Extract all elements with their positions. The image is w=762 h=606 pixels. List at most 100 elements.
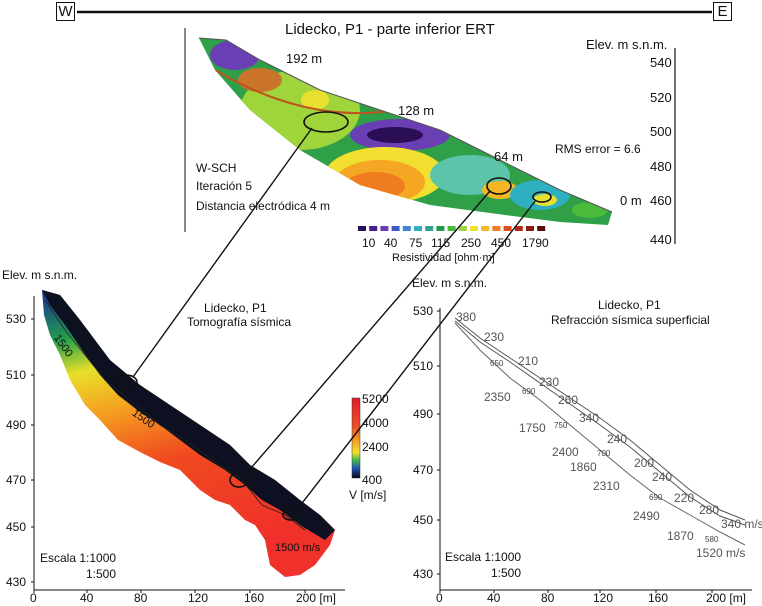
seismic-title-line2: Tomografía sísmica — [187, 315, 292, 329]
refraction-surface — [454, 317, 746, 521]
seismic-scale-line2: 1:500 — [86, 567, 117, 581]
refraction-layer3-velocity: 1860 — [570, 460, 597, 474]
resistivity-swatch — [492, 226, 501, 231]
seismic-elev-label: Elev. m s.n.m. — [2, 268, 78, 282]
refraction-layer3-velocity: 1520 m/s — [696, 546, 746, 560]
refraction-layer1-velocity: 200 — [634, 456, 655, 470]
refraction-layer2-velocity: 650 — [490, 359, 504, 368]
seismic-y-tick: 490 — [6, 418, 27, 432]
resistivity-swatch — [458, 226, 467, 231]
refraction-layer1-velocity: 260 — [558, 393, 579, 407]
resistivity-tick: 250 — [461, 236, 482, 250]
resistivity-swatch — [391, 226, 400, 231]
resistivity-tick: 40 — [384, 236, 398, 250]
resistivity-colorbar — [358, 226, 546, 231]
seismic-title-line1: Lidecko, P1 — [204, 301, 267, 315]
resistivity-swatch — [470, 226, 478, 231]
refraction-layer2-velocity: 750 — [554, 421, 568, 430]
refraction-x-tick: 40 — [487, 591, 501, 605]
refraction-layer3-velocity: 2310 — [593, 479, 620, 493]
resistivity-swatch — [526, 226, 534, 231]
ert-elev-tick: 460 — [650, 193, 672, 208]
velocity-tick: 2400 — [362, 440, 389, 454]
seismic-ellipse-2 — [229, 472, 249, 488]
seismic-y-tick: 450 — [6, 520, 27, 534]
seismic-scale-line1: Escala 1:1000 — [40, 551, 117, 565]
refraction-y-tick: 430 — [413, 567, 434, 581]
refraction-layer1-velocity: 220 — [674, 491, 695, 505]
refraction-scale-line1: Escala 1:1000 — [445, 550, 522, 564]
seismic-x-tick: 0 — [30, 591, 37, 605]
seismic-y-tick: 510 — [6, 368, 27, 382]
ert-distance-label: 0 m — [620, 193, 642, 208]
ert-elev-label: Elev. m s.n.m. — [586, 37, 668, 52]
seismic-y-tick: 470 — [6, 473, 27, 487]
seismic-x-tick: 160 — [244, 591, 265, 605]
ert-elev-tick: 440 — [650, 232, 672, 247]
resistivity-tick: 75 — [409, 236, 423, 250]
velocity-tick: 5200 — [362, 392, 389, 406]
ert-method: W-SCH — [196, 161, 237, 175]
seismic-x-tick: 200 [m] — [296, 591, 337, 605]
refraction-layer1-velocity: 380 — [456, 310, 477, 324]
refraction-layer1-velocity: 240 — [652, 470, 673, 484]
resistivity-tick: 1790 — [522, 236, 549, 250]
refraction-layer2-velocity: 700 — [597, 449, 611, 458]
seismic-x-tick: 80 — [134, 591, 148, 605]
refraction-y-tick: 530 — [413, 304, 434, 318]
refraction-layer3-velocity: 2490 — [633, 509, 660, 523]
ert-iteration: Iteración 5 — [196, 179, 253, 193]
ert-distance-label: 128 m — [398, 103, 435, 118]
refraction-layer1-velocity: 230 — [539, 375, 560, 389]
seismic-ellipse-1 — [114, 374, 138, 390]
ert-distance-label: 192 m — [286, 51, 323, 66]
velocity-tick: 4000 — [362, 416, 389, 430]
refraction-interface-1 — [454, 320, 746, 526]
refraction-x-tick: 120 — [593, 591, 614, 605]
resistivity-label: Resistividad [ohm·m] — [392, 252, 495, 264]
refraction-layer1-velocity: 240 — [607, 432, 628, 446]
resistivity-swatch — [537, 226, 546, 231]
seismic-contour-label: 1500 m/s — [275, 542, 321, 554]
resistivity-swatch — [503, 226, 512, 231]
refraction-title-line2: Refracción sísmica superficial — [551, 313, 710, 327]
velocity-tick: 400 — [362, 473, 383, 487]
seismic-1500-contour — [44, 299, 306, 531]
refraction-layer1-velocity: 340 — [579, 411, 600, 425]
ert-elev-tick: 500 — [650, 124, 672, 139]
seismic-y-tick: 530 — [6, 312, 27, 326]
velocity-label: V [m/s] — [349, 488, 387, 502]
refraction-layer3-velocity: 1870 — [667, 529, 694, 543]
refraction-elev-label: Elev. m s.n.m. — [412, 276, 488, 290]
connector-line-2 — [244, 190, 491, 476]
refraction-y-tick: 490 — [413, 407, 434, 421]
refraction-layer1-velocity: 230 — [484, 330, 505, 344]
refraction-y-tick: 470 — [413, 463, 434, 477]
connector-line-1 — [132, 127, 313, 378]
ert-elev-tick: 520 — [650, 90, 672, 105]
refraction-layer1-velocity: 210 — [518, 354, 539, 368]
refraction-y-tick: 450 — [413, 513, 434, 527]
refraction-layer1-velocity: 340 m/s — [721, 517, 762, 531]
refraction-x-tick: 80 — [541, 591, 555, 605]
east-marker: E — [713, 2, 732, 21]
seismic-x-tick: 120 — [188, 591, 209, 605]
refraction-title-line1: Lidecko, P1 — [598, 298, 661, 312]
refraction-layer3-velocity: 1750 — [519, 421, 546, 435]
refraction-layer1-velocity: 280 — [699, 503, 720, 517]
refraction-axis-ticks — [437, 310, 713, 593]
refraction-x-tick: 200 [m] — [706, 591, 747, 605]
refraction-x-tick: 0 — [436, 591, 443, 605]
resistivity-swatch — [414, 226, 422, 231]
seismic-axis-ticks — [31, 318, 306, 593]
ert-ellipse-1 — [303, 111, 349, 133]
ert-distance-label: 64 m — [494, 149, 523, 164]
ert-rms-error: RMS error = 6.6 — [555, 142, 641, 156]
seismic-ellipse-3 — [282, 509, 300, 521]
resistivity-tick: 115 — [431, 236, 451, 250]
resistivity-swatch — [436, 226, 445, 231]
seismic-y-tick: 430 — [6, 575, 27, 589]
refraction-layer3-velocity: 2350 — [484, 390, 511, 404]
